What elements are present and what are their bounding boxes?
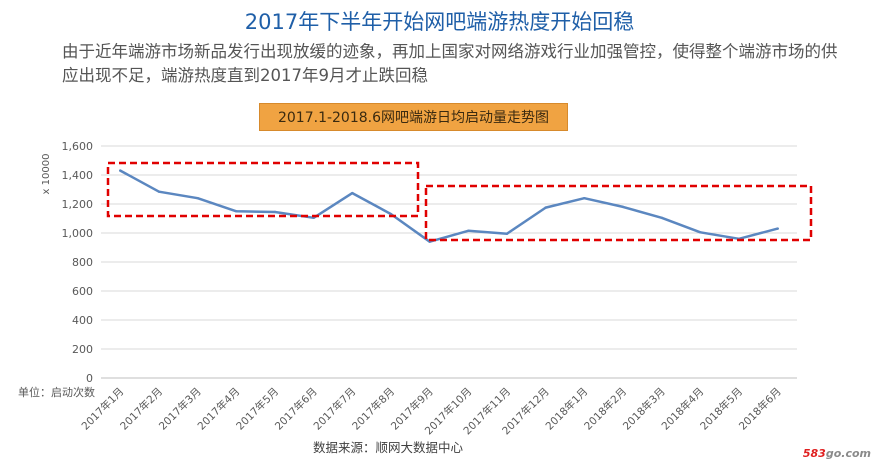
unit-note: 单位：启动次数: [18, 385, 95, 399]
source-note: 数据来源：顺网大数据中心: [313, 440, 464, 455]
y-tick-label: 1,600: [62, 140, 94, 153]
page-subtitle: 由于近年端游市场新品发行出现放缓的迹象，再加上国家对网络游戏行业加强管控，使得整…: [62, 42, 838, 85]
data-point: [235, 210, 238, 213]
data-point: [273, 210, 277, 214]
y-tick-label: 600: [72, 285, 93, 298]
data-point: [196, 197, 199, 200]
data-point: [583, 197, 586, 200]
highlight-box-decline: [106, 161, 420, 218]
watermark-suffix: go.com: [825, 447, 871, 460]
page-title: 2017年下半年开始网吧端游热度开始回稳: [244, 10, 635, 34]
y-tick-label: 1,400: [62, 169, 94, 182]
chart-title: 2017.1-2018.6网吧端游日均启动量走势图: [259, 103, 568, 131]
data-point: [660, 216, 663, 219]
y-tick-label: 200: [72, 343, 93, 356]
site-watermark: 583go.com: [803, 447, 871, 460]
y-tick-label: 400: [72, 314, 93, 327]
watermark-number: 583: [802, 447, 826, 460]
data-point: [467, 229, 470, 233]
y-tick-label: 800: [72, 256, 93, 269]
y-axis-label: x 10000: [41, 154, 52, 195]
y-tick-label: 1,200: [62, 198, 94, 211]
data-point: [699, 231, 702, 234]
y-tick-label: 0: [86, 372, 93, 385]
x-tick-label: 2018年6月: [736, 385, 784, 433]
series-line: [119, 169, 779, 243]
data-point: [776, 227, 779, 230]
data-point: [505, 232, 509, 235]
data-point: [157, 190, 161, 193]
highlight-box-recovery: [424, 184, 813, 242]
data-point: [351, 191, 354, 195]
data-point: [119, 169, 122, 172]
data-point: [621, 205, 625, 209]
y-tick-label: 1,000: [62, 227, 94, 240]
data-point: [544, 206, 547, 209]
